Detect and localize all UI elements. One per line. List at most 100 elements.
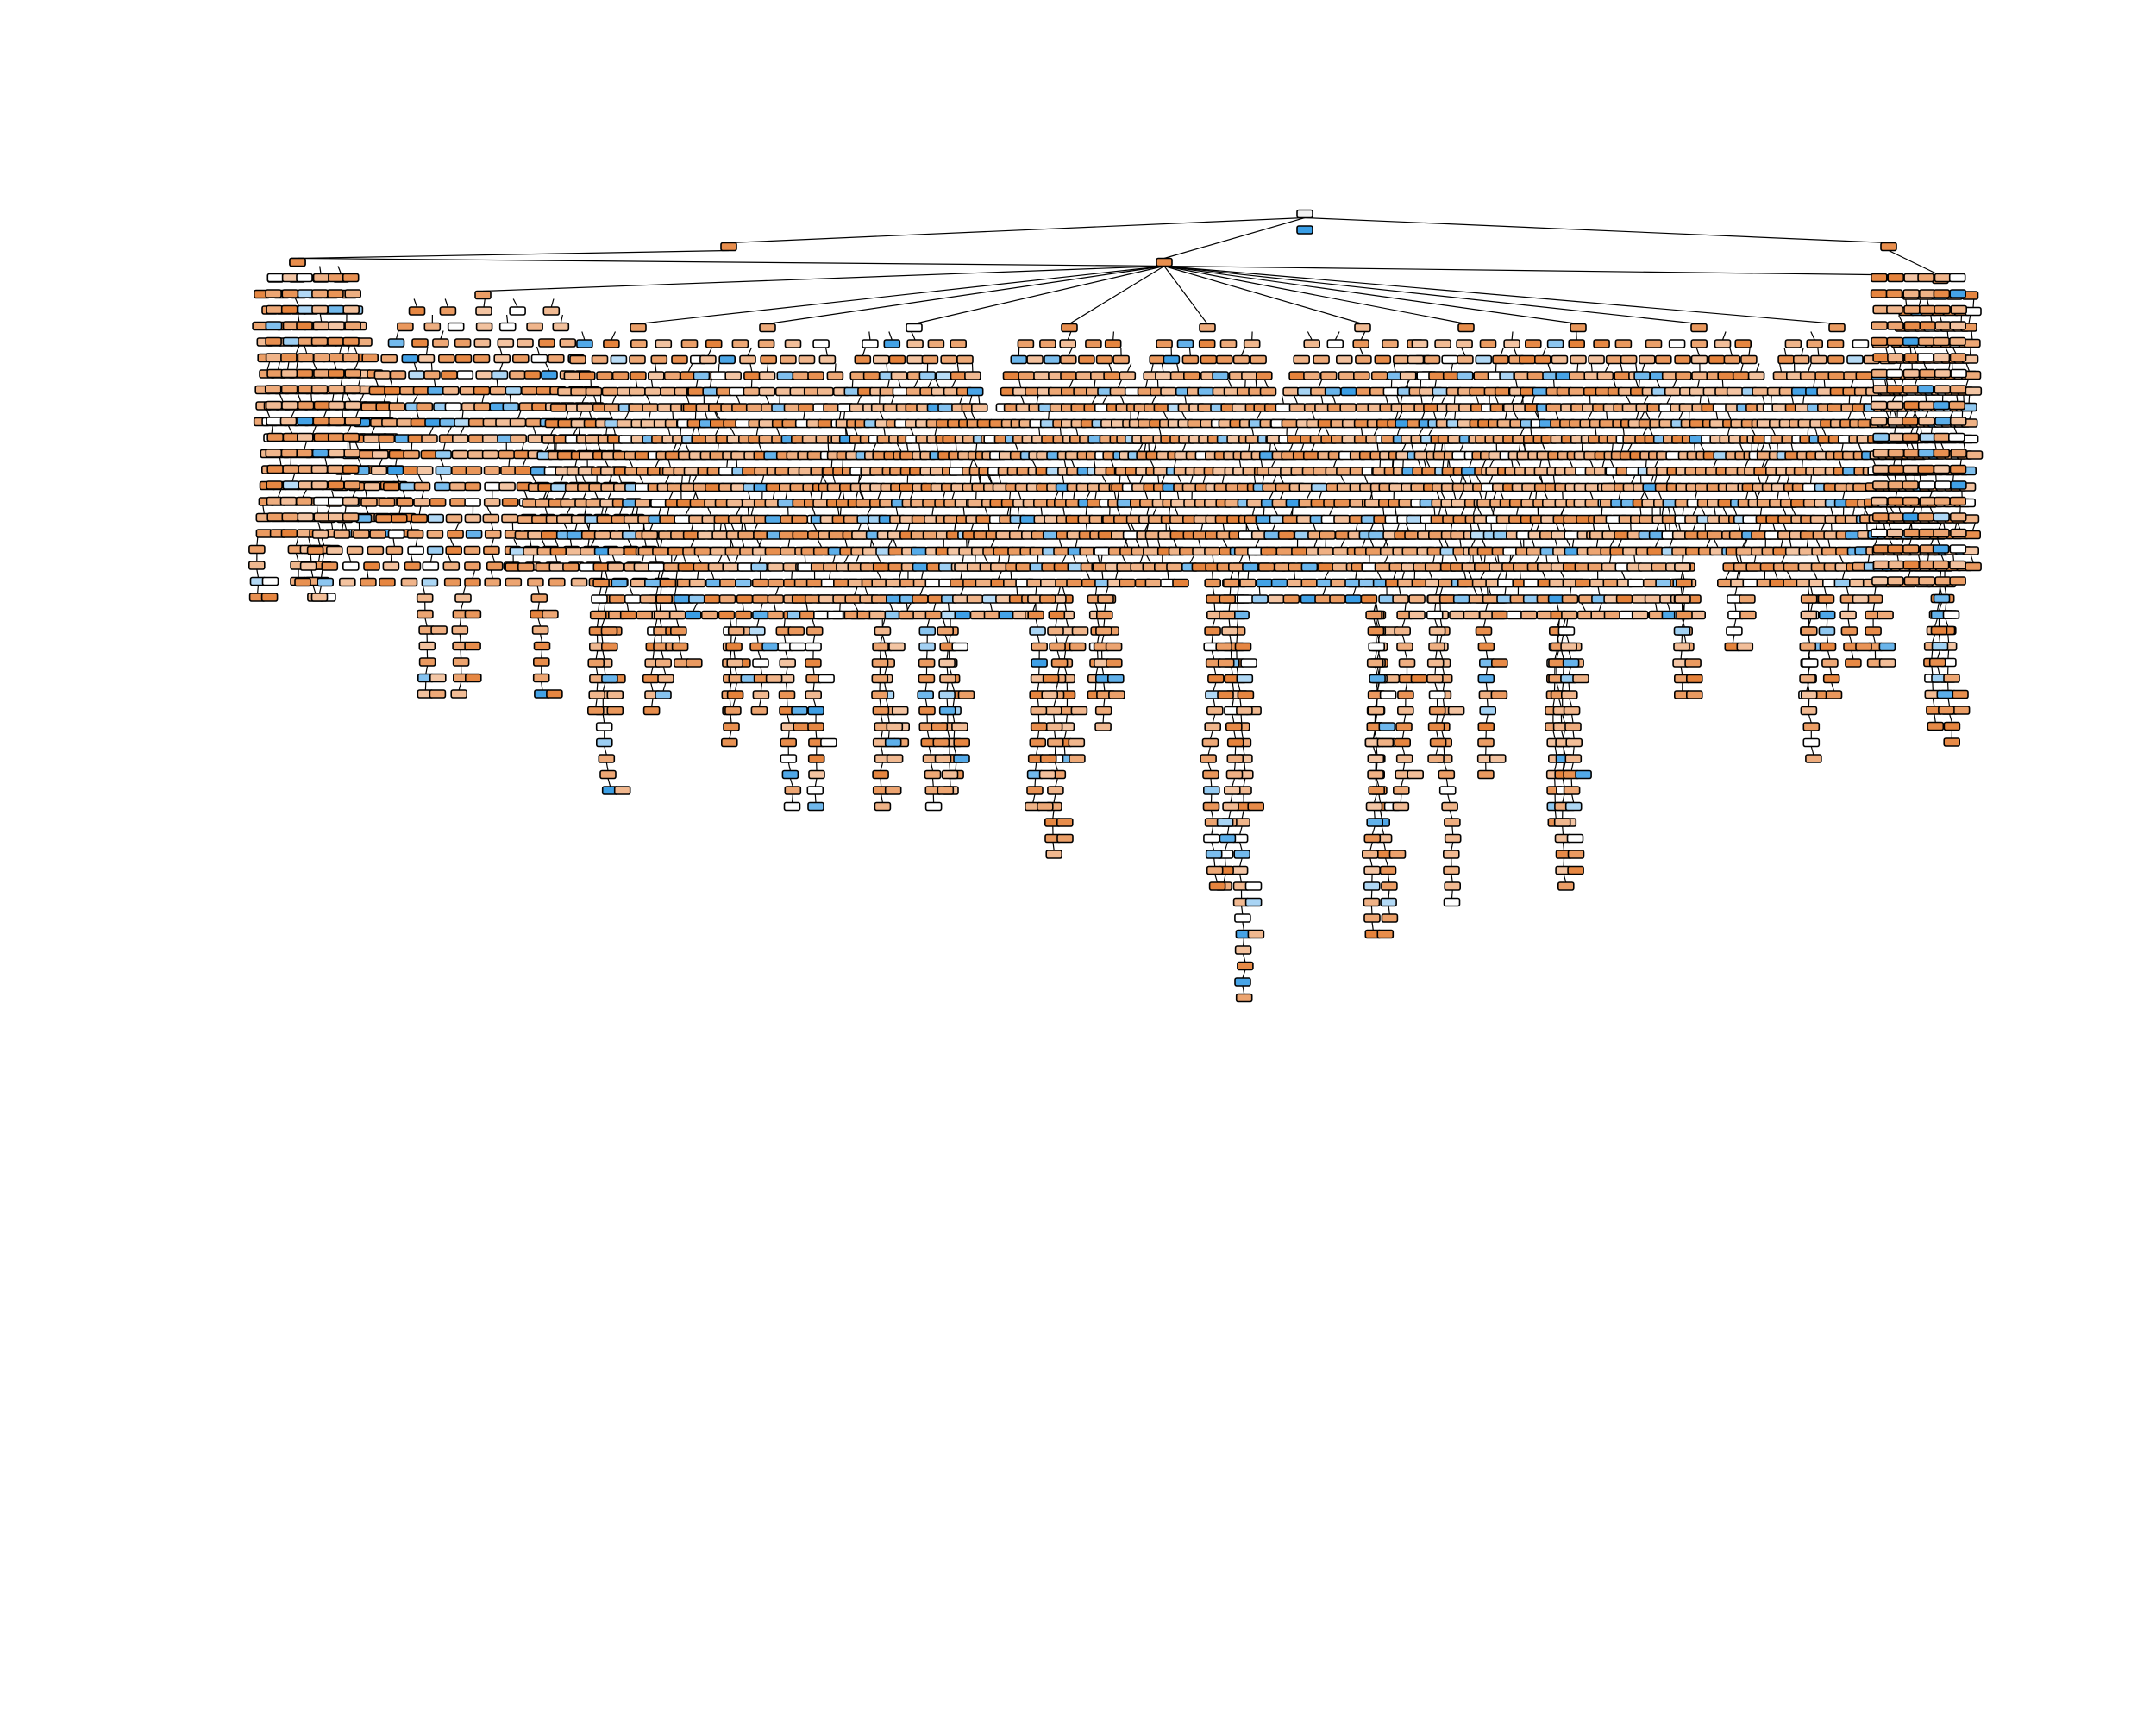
tree-node xyxy=(1368,642,1385,652)
tree-node xyxy=(1340,386,1357,397)
tree-edge xyxy=(354,361,359,371)
tree-node xyxy=(1257,562,1275,572)
tree-node xyxy=(1255,514,1273,524)
tree-edge xyxy=(696,555,702,564)
tree-edge xyxy=(1442,682,1445,692)
tree-edge xyxy=(927,379,933,388)
tree-edge xyxy=(803,411,805,420)
tree-node xyxy=(1302,450,1320,461)
tree-node xyxy=(1339,403,1357,412)
tree-node xyxy=(498,449,516,460)
tree-edge xyxy=(1554,650,1558,660)
tree-node xyxy=(483,498,501,507)
tree-edge xyxy=(540,633,543,643)
tree-edge xyxy=(1376,682,1378,692)
tree-edge xyxy=(1290,506,1294,516)
tree-edge xyxy=(1458,491,1464,500)
tree-node xyxy=(427,386,444,396)
tree-edge xyxy=(1479,555,1483,564)
tree-node xyxy=(1071,626,1089,636)
tree-edge xyxy=(1661,506,1664,516)
tree-edge xyxy=(1384,538,1389,548)
tree-edge xyxy=(1816,555,1821,564)
tree-node xyxy=(671,642,689,652)
tree-edge xyxy=(1034,778,1037,787)
tree-edge xyxy=(1439,618,1443,628)
tree-node xyxy=(1723,354,1741,365)
tree-node xyxy=(1119,371,1137,380)
tree-edge xyxy=(1369,857,1373,867)
tree-edge xyxy=(1513,411,1519,420)
tree-node xyxy=(517,562,535,572)
tree-node xyxy=(390,513,408,524)
tree-node xyxy=(671,354,688,365)
tree-edge xyxy=(1145,555,1151,564)
tree-edge xyxy=(952,714,956,724)
tree-node xyxy=(1029,626,1046,636)
tree-node xyxy=(616,418,634,429)
tree-edge xyxy=(646,395,651,405)
tree-edge xyxy=(447,426,453,436)
tree-node xyxy=(780,754,798,763)
tree-edge xyxy=(629,459,634,468)
tree-edge xyxy=(1848,634,1852,643)
tree-edge xyxy=(1058,538,1062,548)
tree-edge xyxy=(1094,586,1098,596)
tree-edge xyxy=(1863,506,1869,516)
tree-edge xyxy=(1639,506,1642,516)
tree-node xyxy=(1575,578,1592,588)
tree-node xyxy=(410,417,428,428)
tree-edge xyxy=(537,601,540,611)
tree-edge xyxy=(1340,538,1345,548)
tree-node xyxy=(600,642,618,652)
tree-edge xyxy=(416,410,420,419)
tree-node xyxy=(467,434,486,443)
tree-node xyxy=(430,625,448,635)
tree-node xyxy=(1236,674,1254,684)
tree-edge xyxy=(1411,442,1414,452)
tree-node xyxy=(434,481,451,492)
tree-edge xyxy=(1263,379,1269,388)
tree-edge xyxy=(1014,442,1019,452)
tree-edge xyxy=(454,522,460,531)
tree-node xyxy=(445,545,463,555)
tree-edge xyxy=(1612,474,1616,484)
tree-edge xyxy=(1373,794,1377,803)
tree-edge xyxy=(899,570,902,580)
tree-edge xyxy=(517,410,522,419)
tree-edge xyxy=(1174,459,1177,468)
tree-node xyxy=(248,561,266,570)
tree-node xyxy=(530,593,548,603)
tree-node xyxy=(1686,674,1703,684)
tree-edge xyxy=(1568,666,1572,675)
tree-edge xyxy=(262,505,265,514)
tree-node xyxy=(1438,769,1456,780)
tree-edge xyxy=(715,411,721,420)
tree-node xyxy=(1568,339,1585,348)
tree-node xyxy=(624,594,642,604)
tree-edge xyxy=(1552,379,1555,388)
tree-edge xyxy=(1053,794,1056,803)
tree-edge xyxy=(1561,634,1564,643)
tree-node xyxy=(380,354,398,364)
tree-node xyxy=(1388,850,1407,859)
tree-edge xyxy=(602,714,605,724)
tree-edge xyxy=(1568,650,1572,660)
tree-edge xyxy=(1649,427,1653,436)
tree-node xyxy=(1047,786,1064,795)
tree-edge xyxy=(1821,427,1827,436)
tree-edge xyxy=(1401,570,1406,580)
tree-edge xyxy=(1207,762,1212,771)
tree-node xyxy=(1095,354,1113,365)
tree-edge xyxy=(1838,459,1842,468)
tree-node xyxy=(637,546,655,556)
tree-node xyxy=(642,706,661,716)
tree-edges xyxy=(256,216,1977,994)
tree-node xyxy=(874,801,892,812)
tree-node xyxy=(851,530,868,540)
tree-node xyxy=(718,354,736,365)
tree-node xyxy=(1042,674,1060,684)
tree-edge xyxy=(667,506,670,516)
tree-edge xyxy=(1211,825,1214,835)
tree-edge xyxy=(1391,459,1394,468)
